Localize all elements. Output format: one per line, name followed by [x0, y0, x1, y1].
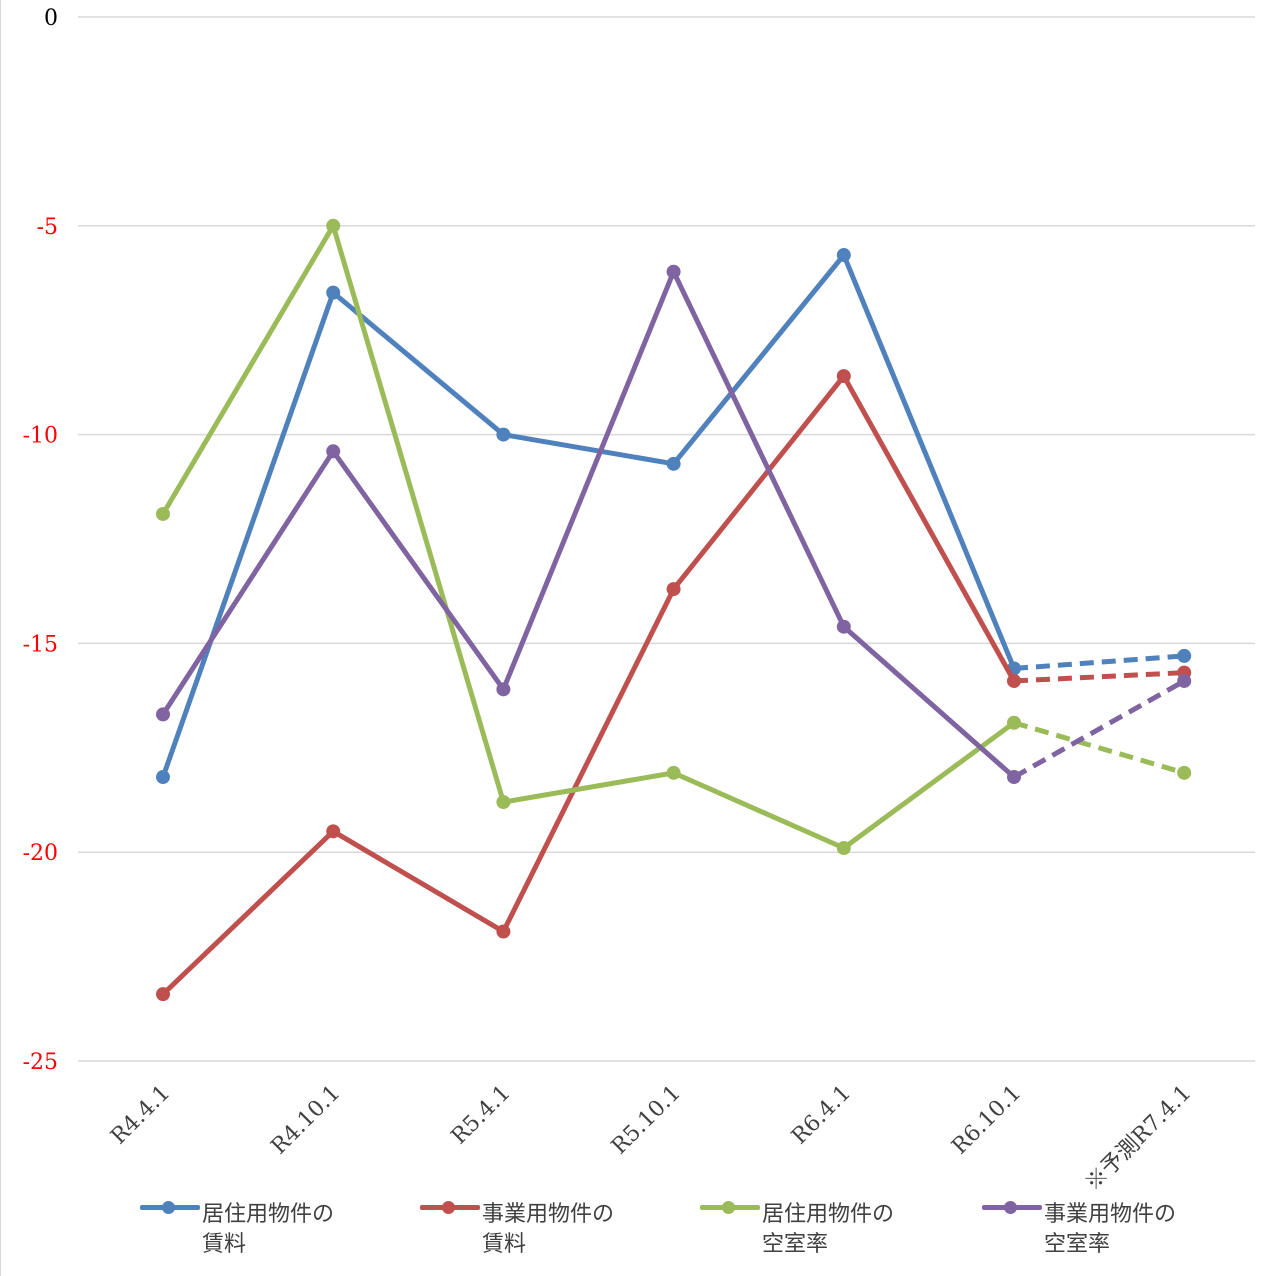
data-point-2 [156, 506, 170, 521]
y-tick-label: -25 [23, 1050, 58, 1075]
series-line-3 [160, 269, 1017, 780]
data-point-1 [496, 924, 511, 939]
series-forecast-line-2 [1013, 720, 1185, 776]
legend-item-residential-vacancy: 居住用物件の 空室率 [700, 1200, 952, 1260]
data-point-0 [496, 427, 511, 442]
legend-label-business-rent: 事業用物件の 賃料 [482, 1202, 615, 1257]
legend: 居住用物件の 賃料 事業用物件の 賃料 居住用物件の 空室率 事業用物件の [0, 1200, 1276, 1270]
legend-marker [442, 1201, 455, 1214]
x-tick-label: R5.4.1 [447, 1081, 516, 1150]
series-line-2 [160, 223, 1017, 851]
legend-swatch-residential-rent [140, 1200, 200, 1214]
legend-item-business-vacancy: 事業用物件の 空室率 [982, 1200, 1234, 1260]
legend-swatch-business-rent [420, 1200, 480, 1214]
data-point-3 [496, 682, 511, 697]
data-point-2 [666, 765, 681, 780]
data-point-0 [156, 770, 170, 785]
data-point-1 [666, 582, 681, 597]
legend-label-residential-vacancy: 居住用物件の 空室率 [762, 1202, 895, 1257]
legend-label-residential-rent: 居住用物件の 賃料 [202, 1202, 335, 1257]
data-point-3 [1177, 673, 1192, 688]
y-tick-label: -15 [23, 632, 58, 657]
x-tick-label: R5.10.1 [607, 1081, 686, 1160]
data-point-3 [666, 264, 681, 279]
x-tick-label: R6.10.1 [947, 1081, 1026, 1160]
legend-marker [162, 1201, 175, 1214]
legend-swatch-business-vacancy [982, 1200, 1042, 1214]
x-tick-label: R4.10.1 [267, 1081, 346, 1160]
legend-label-business-vacancy: 事業用物件の 空室率 [1044, 1202, 1177, 1257]
series-line-0 [160, 252, 1017, 780]
x-tick-label: R6.4.1 [787, 1081, 856, 1150]
series-line-1 [160, 373, 1017, 997]
data-point-2 [1177, 765, 1192, 780]
chart-left-border [0, 0, 1, 1276]
data-point-3 [836, 619, 851, 634]
data-point-0 [326, 285, 341, 300]
legend-swatch-residential-vacancy [700, 1200, 760, 1214]
data-point-0 [1177, 648, 1192, 663]
data-point-3 [326, 444, 341, 459]
data-point-2 [1007, 715, 1021, 730]
y-tick-label: -5 [37, 215, 58, 240]
y-tick-label: 0 [44, 6, 58, 31]
series-forecast-line-1 [1013, 670, 1185, 684]
data-point-3 [156, 707, 170, 722]
line-chart: 0 -5 -10 -15 -20 -25 R4.4.1 R4.10.1 R5.4.1 R5.10.… [23, 6, 1255, 1197]
data-point-2 [326, 218, 341, 233]
data-point-1 [1007, 673, 1021, 688]
data-point-0 [836, 248, 851, 263]
data-point-2 [496, 795, 511, 810]
legend-marker [722, 1201, 735, 1214]
y-tick-label: -10 [23, 424, 58, 449]
legend-item-business-rent: 事業用物件の 賃料 [420, 1200, 672, 1260]
data-point-3 [1007, 770, 1021, 785]
data-point-1 [836, 369, 851, 384]
series-forecast-line-3 [1012, 678, 1186, 780]
y-tick-label: -20 [23, 841, 58, 866]
data-point-1 [156, 987, 170, 1002]
series-forecast-line-0 [1013, 653, 1185, 671]
x-tick-label: R4.4.1 [106, 1081, 175, 1150]
data-point-0 [666, 456, 681, 471]
legend-item-residential-rent: 居住用物件の 賃料 [140, 1200, 392, 1260]
data-point-1 [326, 824, 341, 839]
x-tick-label: ※予測R7.4.1 [1081, 1081, 1197, 1197]
data-point-2 [836, 841, 851, 856]
legend-marker [1004, 1201, 1017, 1214]
